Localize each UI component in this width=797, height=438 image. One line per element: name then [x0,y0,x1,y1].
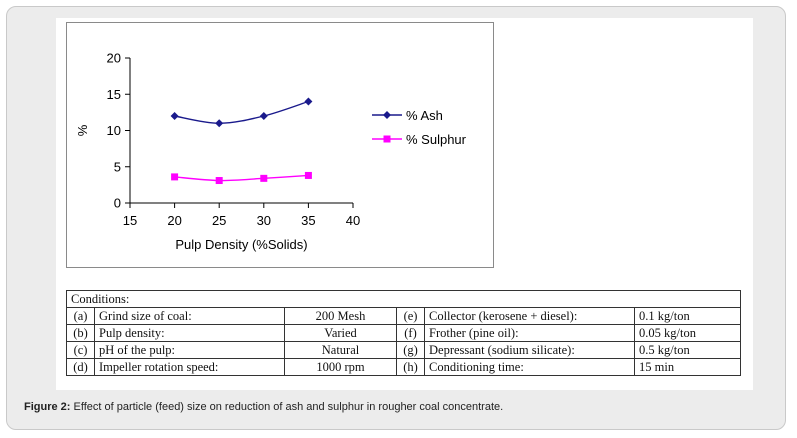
conditions-row: (a) Grind size of coal: 200 Mesh (e) Collect… [66,307,742,325]
series-line-ash [174,100,309,124]
legend-marker [383,135,391,143]
row-value-left: 200 Mesh [284,307,397,325]
caption-label: Figure 2: [24,401,71,413]
x-axis-label: Pulp Density (%Solids) [175,237,307,252]
data-point-sulphur [304,171,312,179]
row-label-left: Pulp density: [94,324,285,342]
conditions-table: Conditions: (a) Grind size of coal: 200 Me… [65,290,742,376]
y-axis-label: % [75,124,90,136]
legend-label: % Ash [406,108,443,123]
data-point-sulphur [171,173,179,181]
legend-marker [383,111,391,119]
y-tick-label: 15 [107,87,121,102]
data-point-sulphur [260,174,268,182]
y-tick-label: 20 [107,51,121,66]
row-value-left: 1000 rpm [284,358,397,376]
data-point-ash [304,97,313,106]
row-value-right: 0.1 kg/ton [633,307,742,325]
chart-container: 0 5 10 15 20 15 20 25 30 35 40 Pulp Density (%Solid… [66,22,494,268]
row-key-left: (a) [66,307,95,325]
row-label-right: Collector (kerosene + diesel): [424,307,635,325]
y-tick-label: 5 [114,159,121,174]
row-value-left: Natural [284,341,397,359]
x-tick-label: 25 [212,213,226,228]
row-key-right: (f) [396,324,425,342]
data-point-ash [259,112,268,120]
row-key-right: (e) [396,307,425,325]
row-label-left: pH of the pulp: [94,341,285,359]
row-key-left: (d) [66,358,95,376]
conditions-row: (b) Pulp density: Varied (f) Frother (pine o… [66,324,742,342]
row-key-right: (h) [396,358,425,376]
row-value-right: 15 min [633,358,742,376]
conditions-row: (d) Impeller rotation speed: 1000 rpm (h) Co… [66,358,742,376]
row-label-left: Grind size of coal: [94,307,285,325]
row-label-right: Depressant (sodium silicate): [424,341,635,359]
row-value-right: 0.5 kg/ton [633,341,742,359]
x-tick-label: 20 [167,213,181,228]
row-value-right: 0.05 kg/ton [633,324,742,342]
data-point-ash [170,112,179,120]
row-key-left: (b) [66,324,95,342]
row-label-right: Frother (pine oil): [424,324,635,342]
row-label-right: Conditioning time: [424,358,635,376]
x-tick-label: 35 [301,213,315,228]
conditions-title: Conditions: [65,290,742,308]
data-point-sulphur [215,177,223,185]
x-tick-label: 40 [346,213,360,228]
data-point-ash [215,119,224,128]
row-key-left: (c) [66,341,95,359]
row-value-left: Varied [284,324,397,342]
conditions-row: (c) pH of the pulp: Natural (g) Depressant (… [66,341,742,359]
row-key-right: (g) [396,341,425,359]
y-tick-label: 0 [114,196,121,211]
line-chart: 0 5 10 15 20 15 20 25 30 35 40 Pulp Density (%Solid… [75,51,467,253]
legend-label: % Sulphur [406,132,467,147]
series-line-sulphur [174,174,309,182]
conditions-header-row: Conditions: [65,290,742,308]
x-tick-label: 15 [123,213,137,228]
row-label-left: Impeller rotation speed: [94,358,285,376]
y-tick-label: 10 [107,123,121,138]
figure-caption: Figure 2: Effect of particle (feed) size… [24,401,503,413]
caption-text: Effect of particle (feed) size on reduct… [70,401,504,413]
x-tick-label: 30 [257,213,271,228]
